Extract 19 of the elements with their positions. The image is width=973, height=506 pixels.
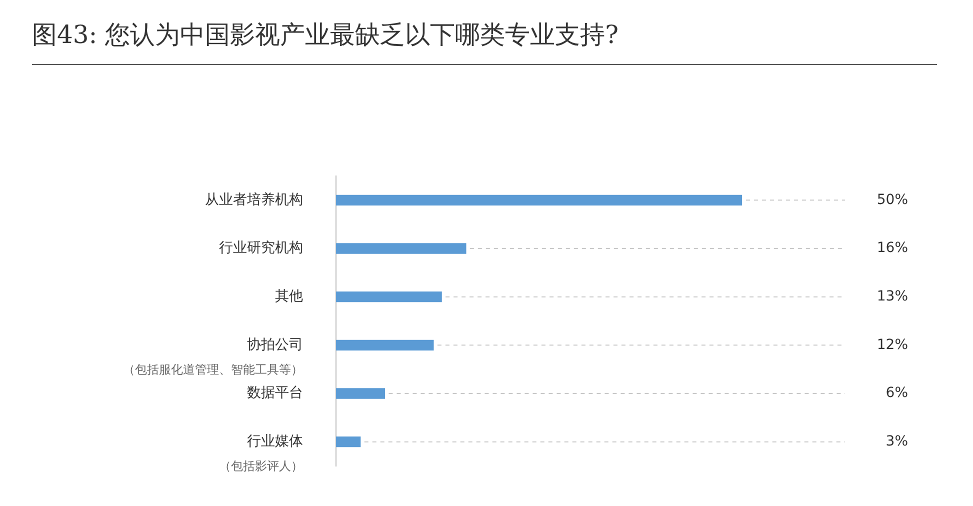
bar: [336, 436, 361, 448]
bar: [336, 292, 442, 302]
bar: [336, 340, 434, 350]
y-tick-label: 行业研究机构: [219, 240, 303, 256]
y-tick-label: 其他: [275, 288, 303, 304]
y-tick-label: 从业者培养机构: [205, 192, 303, 208]
y-tick-label: 行业媒体（包括影评人）: [219, 433, 303, 473]
y-tick-label: 数据平台: [247, 385, 303, 402]
data-label: 50%: [876, 192, 908, 208]
bar: [336, 194, 742, 206]
data-label: 16%: [876, 240, 908, 256]
data-label: 12%: [876, 336, 908, 353]
chart-title: 图43: 您认为中国影视产业最缺乏以下哪类专业支持?: [32, 19, 619, 51]
bar: [336, 388, 386, 399]
y-tick-label: 协拍公司（包括服化道管理、智能工具等）: [123, 336, 303, 376]
bar: [336, 243, 466, 254]
data-label: 13%: [876, 288, 908, 304]
data-label: 6%: [886, 385, 908, 402]
data-label: 3%: [886, 433, 908, 450]
